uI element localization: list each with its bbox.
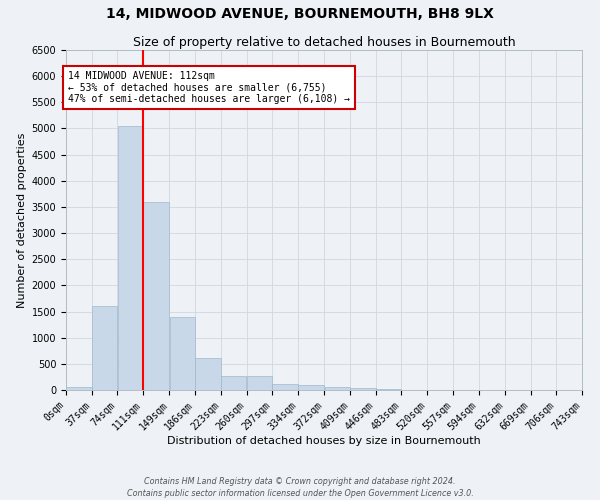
Title: Size of property relative to detached houses in Bournemouth: Size of property relative to detached ho… xyxy=(133,36,515,49)
Bar xyxy=(196,358,221,390)
Bar xyxy=(221,376,247,390)
Text: Contains HM Land Registry data © Crown copyright and database right 2024.
Contai: Contains HM Land Registry data © Crown c… xyxy=(127,476,473,498)
Bar xyxy=(325,387,350,390)
Bar xyxy=(118,126,143,390)
Bar xyxy=(143,202,169,390)
Bar xyxy=(247,376,272,390)
Bar xyxy=(170,317,195,390)
Bar xyxy=(350,388,376,390)
Bar xyxy=(298,385,324,390)
Bar xyxy=(66,388,92,390)
Bar xyxy=(272,384,298,390)
Text: 14 MIDWOOD AVENUE: 112sqm
← 53% of detached houses are smaller (6,755)
47% of se: 14 MIDWOOD AVENUE: 112sqm ← 53% of detac… xyxy=(68,71,350,104)
X-axis label: Distribution of detached houses by size in Bournemouth: Distribution of detached houses by size … xyxy=(167,436,481,446)
Bar xyxy=(92,306,117,390)
Text: 14, MIDWOOD AVENUE, BOURNEMOUTH, BH8 9LX: 14, MIDWOOD AVENUE, BOURNEMOUTH, BH8 9LX xyxy=(106,8,494,22)
Y-axis label: Number of detached properties: Number of detached properties xyxy=(17,132,28,308)
